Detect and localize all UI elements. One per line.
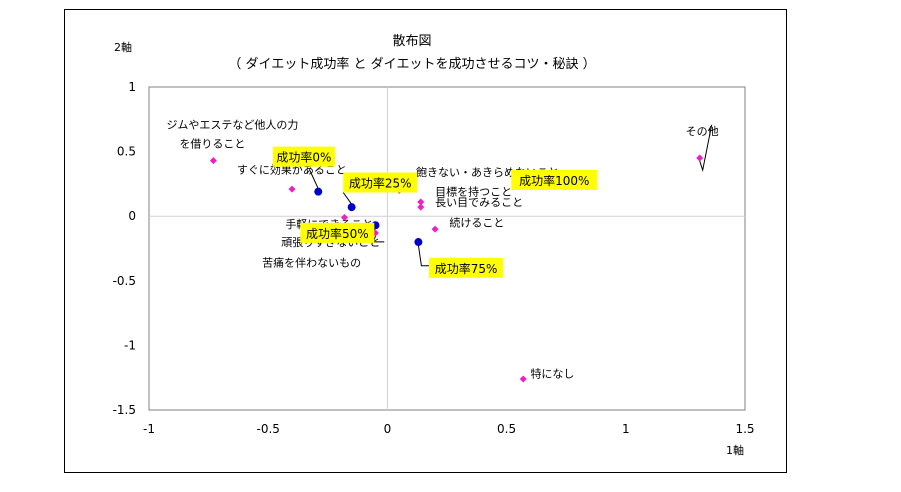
point-label: 特になし xyxy=(530,367,574,381)
diamond-point xyxy=(209,157,217,165)
point-label: ジムやエステなど他人の力を借りること xyxy=(166,118,298,150)
circle-point xyxy=(314,187,323,196)
diamond-point xyxy=(340,213,348,221)
x-tick-label: -0.5 xyxy=(256,422,279,436)
y-tick-label: -1 xyxy=(124,338,136,352)
highlight-label: 成功率75% xyxy=(435,261,498,276)
diamond-point xyxy=(696,154,704,162)
chart-subtitle: （ ダイエット成功率 と ダイエットを成功させるコツ・秘訣 ） xyxy=(228,56,595,72)
plot-area xyxy=(148,86,746,411)
circle-point xyxy=(414,238,423,247)
diamond-point xyxy=(417,198,425,206)
x-tick-label: 1.5 xyxy=(735,422,754,436)
highlight-label: 成功率0% xyxy=(276,150,331,165)
chart-title: 散布図 xyxy=(392,34,431,49)
leader-line xyxy=(342,192,353,205)
y-tick-label: 0.5 xyxy=(117,145,136,159)
x-tick-label: 0 xyxy=(384,422,392,436)
point-label: 目標を持つこと xyxy=(435,185,512,199)
point-label: 長い目でみること xyxy=(435,196,523,209)
point-label: 続けること xyxy=(449,216,504,230)
y-tick-label: 1 xyxy=(128,80,136,94)
diamond-point xyxy=(288,185,296,193)
diamond-point xyxy=(417,203,425,211)
chart-frame: 散布図 （ ダイエット成功率 と ダイエットを成功させるコツ・秘訣 ） 2軸 1… xyxy=(64,9,787,473)
scatter-chart: 散布図 （ ダイエット成功率 と ダイエットを成功させるコツ・秘訣 ） 2軸 1… xyxy=(113,34,755,457)
diamond-point xyxy=(519,375,527,383)
y-tick-label: -0.5 xyxy=(113,274,136,288)
y-tick-label: -1.5 xyxy=(113,403,136,417)
highlight-label: 成功率25% xyxy=(349,175,412,190)
circle-point xyxy=(347,203,356,212)
y-axis-label: 2軸 xyxy=(114,40,132,54)
highlight-box xyxy=(511,169,598,190)
point-label-line: を借りること xyxy=(179,137,245,150)
highlight-box xyxy=(429,257,504,278)
highlight-box xyxy=(272,146,335,167)
x-tick-label: 1 xyxy=(622,422,630,436)
x-tick-label: 0.5 xyxy=(497,422,516,436)
leader-line xyxy=(309,170,319,189)
point-label: 苦痛を伴わないもの xyxy=(262,256,361,270)
point-label-line: ジムやエステなど他人の力 xyxy=(166,118,298,131)
highlight-box xyxy=(343,172,418,193)
leader-line xyxy=(417,244,430,267)
x-axis-label: 1軸 xyxy=(726,443,744,457)
leader-line xyxy=(699,124,713,173)
highlight-label: 成功率50% xyxy=(306,226,369,241)
y-tick-label: 0 xyxy=(128,209,136,223)
highlight-box xyxy=(300,222,375,243)
x-tick-label: -1 xyxy=(143,422,155,436)
highlight-label: 成功率100% xyxy=(519,173,589,188)
diamond-point xyxy=(431,225,439,233)
point-label: その他 xyxy=(686,125,719,138)
